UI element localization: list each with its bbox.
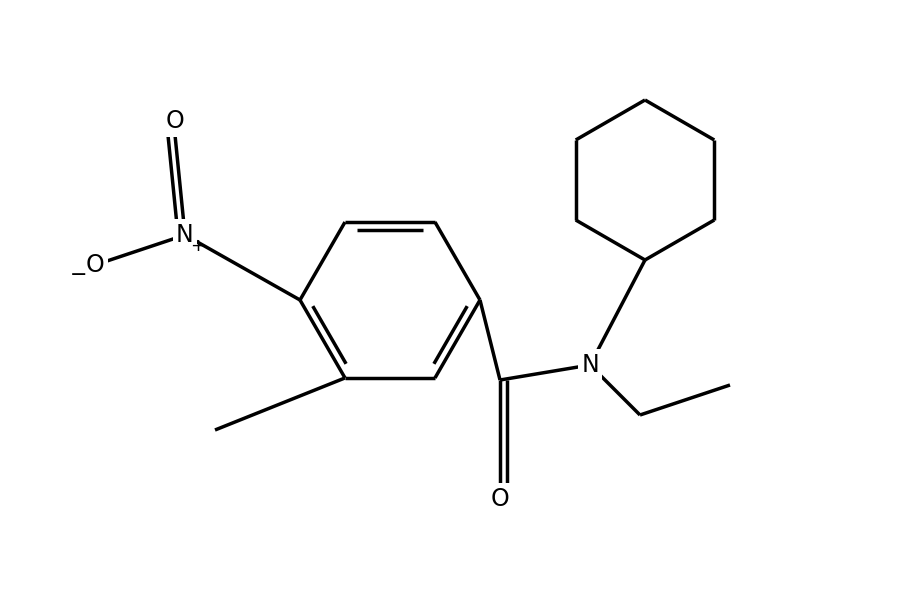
Text: N: N [177,223,194,247]
Text: N: N [581,353,599,377]
Text: +: + [190,237,206,255]
Text: O: O [86,253,105,277]
Text: −: − [70,265,87,285]
Text: O: O [490,487,510,511]
Text: O: O [166,109,185,133]
